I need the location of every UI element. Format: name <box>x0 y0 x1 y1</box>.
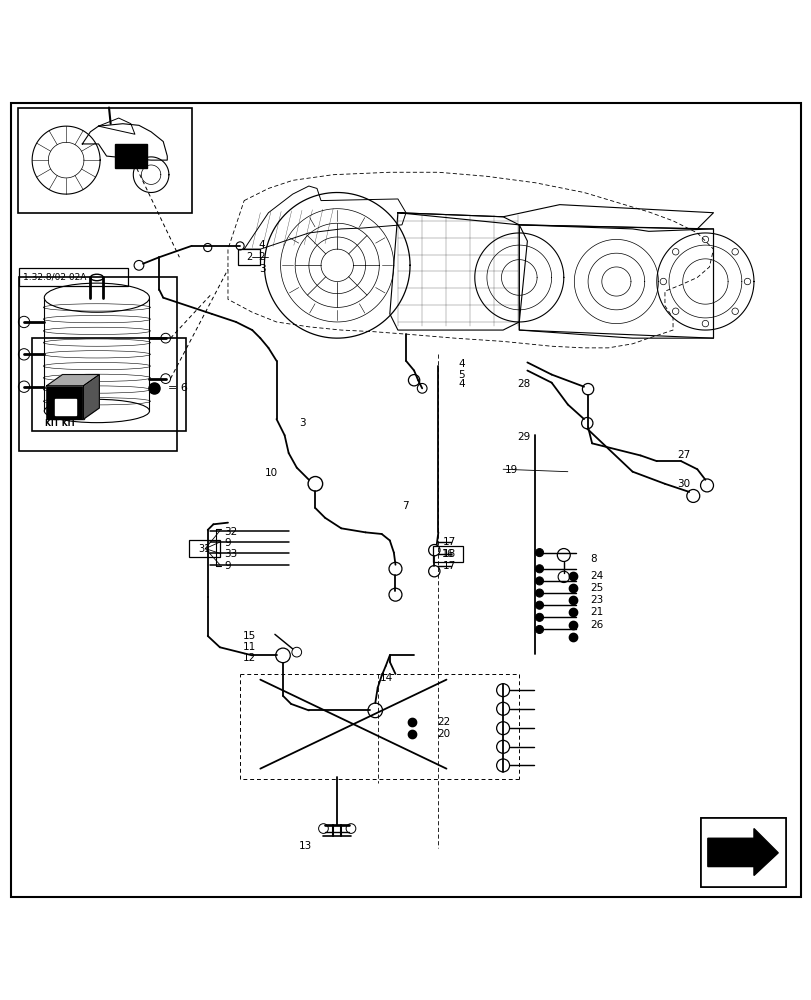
Bar <box>18 108 191 213</box>
Text: 14: 14 <box>380 673 393 683</box>
Text: 22: 22 <box>436 717 449 727</box>
Text: 20: 20 <box>436 729 449 739</box>
Text: 3: 3 <box>259 264 265 274</box>
Polygon shape <box>54 399 75 415</box>
Text: 25: 25 <box>590 583 603 593</box>
Text: 31: 31 <box>198 544 210 554</box>
Text: 11: 11 <box>242 642 255 652</box>
Text: 29: 29 <box>517 432 530 442</box>
Text: 3: 3 <box>298 418 306 428</box>
Polygon shape <box>47 375 99 386</box>
Text: 18: 18 <box>443 549 456 559</box>
Text: 4: 4 <box>458 379 465 389</box>
Text: 10: 10 <box>264 468 277 478</box>
Text: 17: 17 <box>443 537 456 547</box>
Text: 2: 2 <box>259 252 265 262</box>
Text: 15: 15 <box>242 631 255 641</box>
Circle shape <box>534 625 543 634</box>
Circle shape <box>534 549 543 557</box>
Bar <box>701 818 785 887</box>
Text: 9: 9 <box>224 561 230 571</box>
Text: 7: 7 <box>401 501 408 511</box>
Text: 9: 9 <box>224 538 230 548</box>
Text: 8: 8 <box>590 554 596 564</box>
Text: 27: 27 <box>676 450 689 460</box>
Bar <box>19 268 128 286</box>
Bar <box>19 277 177 451</box>
Circle shape <box>534 613 543 621</box>
Text: 12: 12 <box>242 653 255 663</box>
Text: 1.32.8/02 02A: 1.32.8/02 02A <box>24 272 87 281</box>
Text: 17: 17 <box>443 561 456 571</box>
Text: 16: 16 <box>441 549 453 559</box>
Text: 32: 32 <box>224 527 237 537</box>
Text: KIT KIT: KIT KIT <box>45 419 76 428</box>
Text: 19: 19 <box>504 465 517 475</box>
Text: 21: 21 <box>590 607 603 617</box>
Text: 28: 28 <box>517 379 530 389</box>
Circle shape <box>534 601 543 609</box>
Circle shape <box>534 589 543 597</box>
Polygon shape <box>47 386 84 419</box>
Text: 5: 5 <box>458 370 465 380</box>
Text: 30: 30 <box>676 479 689 489</box>
Text: 33: 33 <box>224 549 237 559</box>
Bar <box>114 144 147 168</box>
Text: 23: 23 <box>590 595 603 605</box>
Bar <box>701 818 785 887</box>
Text: 24: 24 <box>590 571 603 581</box>
Text: 2: 2 <box>246 252 252 262</box>
Bar <box>189 540 220 557</box>
Bar <box>32 338 186 431</box>
Text: 26: 26 <box>590 620 603 630</box>
Text: = 6: = 6 <box>168 383 187 393</box>
Text: 4: 4 <box>458 359 465 369</box>
Text: 4: 4 <box>259 240 265 250</box>
Circle shape <box>534 577 543 585</box>
Bar <box>701 818 785 887</box>
Polygon shape <box>84 375 99 419</box>
Bar <box>238 249 260 265</box>
Circle shape <box>534 565 543 573</box>
Text: 13: 13 <box>298 841 312 851</box>
Polygon shape <box>707 829 777 875</box>
Bar <box>432 546 463 562</box>
